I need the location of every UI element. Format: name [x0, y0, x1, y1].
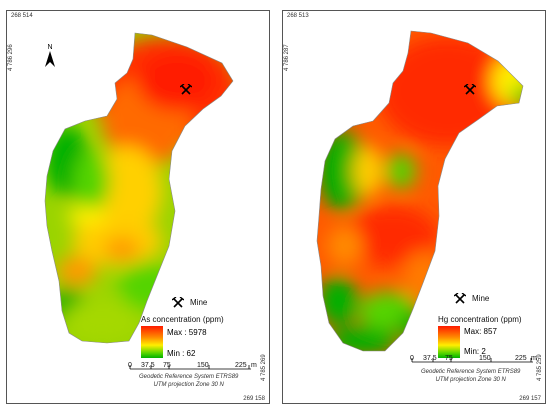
scale-tick-3: 150 — [197, 362, 209, 369]
coord-bottom-label: 269 158 — [243, 396, 265, 402]
mine-legend-label: Mine — [190, 298, 208, 307]
scale-tick-0: 0 — [410, 355, 414, 362]
coord-top-label: 268 513 — [287, 13, 309, 19]
scale-tick-0: 0 — [128, 362, 132, 369]
scale-bar — [411, 358, 533, 363]
mine-legend-label: Mine — [472, 294, 490, 303]
credit-line-1: Geodetic Reference System ETRS89 — [421, 369, 521, 375]
map-credit: Geodetic Reference System ETRS89 UTM pro… — [421, 369, 520, 384]
credit-line-2: UTM projection Zone 30 N — [153, 381, 224, 388]
color-ramp — [438, 326, 460, 358]
north-arrow-icon: N — [43, 41, 57, 74]
hg-map-panel: 268 513 4 786 287 269 157 4 785 259 — [282, 10, 546, 404]
legend-max-label: Max: 857 — [464, 327, 497, 336]
hg-concentration-surface — [316, 30, 524, 352]
coord-bottom-label: 269 157 — [519, 396, 541, 402]
legend-min-label: Min: 2 — [464, 347, 486, 356]
legend-min-label: Min : 62 — [167, 349, 196, 358]
map-credit: Geodetic Reference System ETRS89 UTM pro… — [139, 374, 238, 389]
as-map-panel: 268 514 4 786 296 269 158 4 785 269 — [6, 10, 270, 404]
scale-tick-2: 75 — [163, 362, 171, 369]
mine-marker-icon — [179, 83, 193, 101]
mine-marker-icon — [463, 83, 477, 101]
scale-tick-1: 37.5 — [141, 362, 155, 369]
scale-tick-4: 225 — [515, 355, 527, 362]
scale-tick-3: 150 — [479, 355, 491, 362]
mine-legend-icon — [453, 292, 467, 310]
color-ramp — [141, 326, 163, 358]
north-label: N — [47, 44, 52, 51]
credit-line-1: Geodetic Reference System ETRS89 — [139, 374, 239, 380]
as-concentration-surface — [44, 32, 234, 344]
scale-tick-4: 225 — [235, 362, 247, 369]
legend-max-label: Max : 5978 — [167, 328, 207, 337]
legend-title: Hg concentration (ppm) — [438, 315, 522, 324]
scale-unit: m — [531, 355, 537, 362]
scale-tick-2: 75 — [445, 355, 453, 362]
coord-top-label: 268 514 — [11, 13, 33, 19]
scale-tick-1: 37.5 — [423, 355, 437, 362]
mine-legend-icon — [171, 296, 185, 314]
scale-bar — [129, 365, 251, 370]
credit-line-2: UTM projection Zone 30 N — [435, 376, 506, 383]
scale-unit: m — [251, 362, 257, 369]
legend-title: As concentration (ppm) — [141, 315, 224, 324]
